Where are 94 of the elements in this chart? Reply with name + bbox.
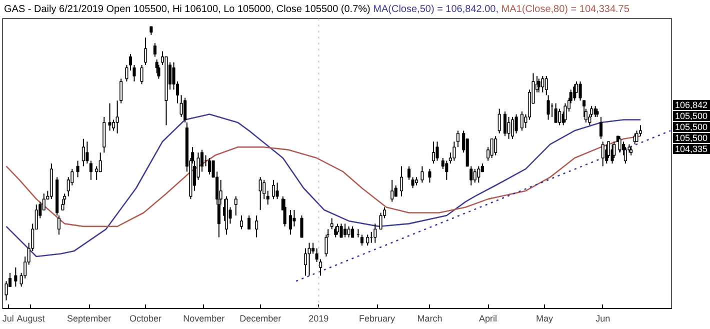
candlestick bbox=[578, 80, 582, 102]
x-tick-label: April bbox=[479, 314, 498, 324]
x-tick-label: August bbox=[16, 314, 46, 324]
candlestick bbox=[319, 258, 322, 276]
text: 105,500 bbox=[673, 122, 710, 132]
x-tick-label: March bbox=[417, 314, 442, 324]
text: MA(Close,50) = 106,842.00, bbox=[373, 4, 499, 15]
candlestick bbox=[554, 102, 558, 123]
candlestick bbox=[456, 130, 460, 148]
candlestick bbox=[82, 138, 85, 167]
candlestick bbox=[304, 248, 308, 276]
candlestick bbox=[420, 166, 424, 184]
candlestick bbox=[258, 176, 262, 211]
candlestick bbox=[180, 94, 183, 118]
candlestick bbox=[537, 78, 540, 93]
x-tick-label: Jul bbox=[2, 314, 14, 324]
candlestick bbox=[436, 141, 439, 162]
candlestick bbox=[520, 111, 524, 132]
candlestick bbox=[601, 141, 604, 167]
candlestick bbox=[411, 176, 414, 189]
candlestick bbox=[546, 94, 550, 120]
text: 105,500 bbox=[673, 133, 710, 143]
candlestick bbox=[208, 158, 212, 175]
candlestick bbox=[292, 210, 296, 227]
candlestick bbox=[240, 214, 244, 230]
candlestick bbox=[144, 37, 148, 66]
candlestick bbox=[360, 234, 364, 246]
candlestick bbox=[503, 111, 507, 137]
candlestick bbox=[507, 116, 510, 140]
candlestick bbox=[445, 160, 448, 180]
candlestick bbox=[312, 242, 315, 254]
candlestick bbox=[108, 102, 112, 132]
candlestick bbox=[276, 182, 279, 200]
x-tick-label: October bbox=[130, 314, 162, 324]
candlestick bbox=[407, 166, 411, 180]
candlestick bbox=[255, 214, 258, 238]
candlestick bbox=[340, 223, 343, 238]
candlestick bbox=[366, 234, 370, 246]
candlestick bbox=[272, 179, 276, 200]
candlestick bbox=[514, 114, 518, 134]
candlestick bbox=[344, 223, 347, 238]
candlestick bbox=[541, 75, 544, 93]
candlestick bbox=[76, 160, 80, 178]
text: 106,842 bbox=[673, 100, 710, 110]
candlestick bbox=[347, 226, 350, 238]
candlestick bbox=[184, 97, 187, 123]
candlestick bbox=[153, 42, 156, 58]
candlestick bbox=[330, 218, 334, 230]
candlestick bbox=[498, 108, 501, 134]
candlestick bbox=[394, 184, 398, 197]
candlestick bbox=[494, 136, 498, 156]
candlestick bbox=[473, 168, 476, 184]
candlestick bbox=[315, 248, 318, 262]
candlestick bbox=[283, 198, 286, 227]
chart-title: GAS - Daily 6/21/2019 Open 105500, Hi 106100, Lo 105000, Close 105500 (0.7%) bbox=[4, 4, 370, 15]
candlestick bbox=[400, 166, 404, 197]
candlestick bbox=[428, 168, 432, 184]
candlestick bbox=[308, 242, 311, 276]
candlestick bbox=[14, 266, 18, 288]
candlestick bbox=[288, 210, 292, 236]
candlestick bbox=[558, 108, 562, 126]
candlestick bbox=[452, 141, 456, 162]
text: 104,335 bbox=[673, 144, 710, 154]
x-tick-label: September bbox=[67, 314, 112, 324]
candlestick bbox=[4, 280, 8, 301]
candlestick bbox=[511, 116, 514, 140]
x-tick-label: 2019 bbox=[308, 314, 329, 324]
x-tick-label: November bbox=[183, 314, 225, 324]
candlestick bbox=[89, 160, 92, 180]
candlestick bbox=[490, 138, 494, 159]
x-tick-label: Jun bbox=[596, 314, 610, 324]
candlestick bbox=[599, 116, 603, 140]
candlestick bbox=[125, 64, 128, 82]
candlestick bbox=[336, 223, 340, 236]
candlestick bbox=[248, 214, 251, 230]
text: MA1(Close,80) = 104,334.75 bbox=[501, 4, 630, 15]
x-tick-label: December bbox=[240, 314, 282, 324]
candlestick bbox=[86, 141, 89, 164]
x-tick-label: February bbox=[359, 314, 396, 324]
candlestick bbox=[140, 64, 144, 85]
candlestick bbox=[432, 141, 436, 164]
candlestick bbox=[374, 223, 377, 244]
text: 105,500 bbox=[673, 111, 710, 121]
candlestick bbox=[98, 152, 102, 172]
candlestick bbox=[477, 166, 480, 184]
x-tick-label: May bbox=[536, 314, 554, 324]
candlestick bbox=[57, 214, 60, 236]
candlestick bbox=[390, 179, 394, 202]
candlestick bbox=[300, 214, 304, 238]
candlestick bbox=[234, 196, 238, 216]
candlestick bbox=[584, 108, 588, 123]
candlestick bbox=[351, 226, 354, 238]
candlestick bbox=[544, 75, 548, 96]
candlestick bbox=[266, 190, 270, 206]
